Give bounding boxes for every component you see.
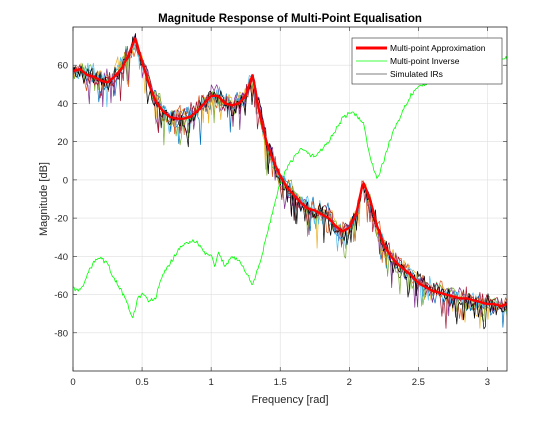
approximation-line	[73, 37, 507, 308]
legend-label-approximation: Multi-point Approximation	[390, 43, 486, 53]
axes-box	[72, 26, 508, 372]
x-axis-label: Frequency [rad]	[251, 394, 328, 406]
y-tick-label: -60	[54, 290, 68, 301]
ticks: 0 0.5 1 1.5 2 2.5 3 -80 -60 -40 -20 0 20 40 60	[54, 27, 507, 388]
y-tick-label: 20	[57, 137, 68, 148]
x-tick-label: 2	[347, 377, 352, 388]
y-tick-label: 40	[57, 99, 68, 110]
x-tick-label: 3	[485, 377, 490, 388]
x-tick-label: 0	[70, 377, 75, 388]
chart-title: Magnitude Response of Multi-Point Equali…	[158, 13, 422, 25]
x-tick-label: 1.5	[274, 377, 287, 388]
y-tick-label: 0	[63, 175, 68, 186]
y-tick-label: -40	[54, 252, 68, 263]
legend-label-simulated: Simulated IRs	[390, 69, 443, 79]
legend-label-inverse: Multi-point Inverse	[390, 56, 460, 66]
simulated-ir-line	[73, 36, 507, 328]
grid	[72, 27, 507, 371]
plot-lines	[73, 33, 507, 330]
legend: Multi-point Approximation Multi-point In…	[351, 37, 503, 85]
y-tick-label: -80	[54, 328, 68, 339]
approximation-group	[73, 37, 507, 308]
y-tick-label: -20	[54, 214, 68, 225]
x-tick-label: 2.5	[412, 377, 425, 388]
x-tick-label: 1	[208, 377, 213, 388]
y-axis-label: Magnitude [dB]	[38, 162, 50, 236]
y-tick-label: 60	[57, 61, 68, 72]
x-tick-label: 0.5	[135, 377, 148, 388]
